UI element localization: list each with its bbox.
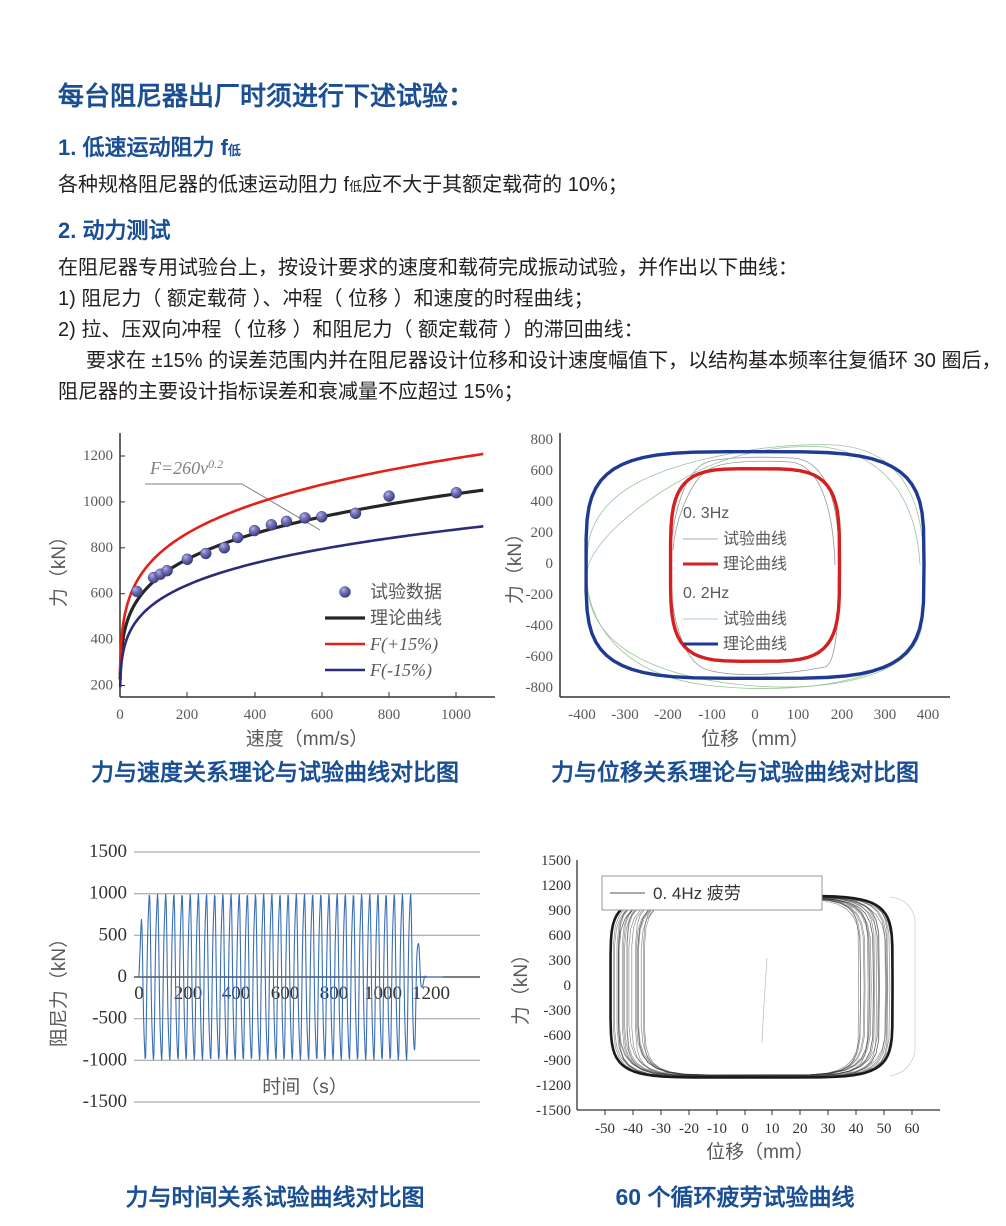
- svg-text:0. 2Hz: 0. 2Hz: [683, 585, 729, 602]
- svg-text:-100: -100: [698, 707, 726, 723]
- svg-text:800: 800: [91, 540, 114, 556]
- svg-text:-600: -600: [544, 1028, 572, 1044]
- svg-text:速度（mm/s）: 速度（mm/s）: [246, 728, 368, 750]
- svg-text:600: 600: [311, 707, 334, 723]
- svg-text:试验数据: 试验数据: [370, 582, 442, 602]
- svg-text:-1500: -1500: [536, 1103, 571, 1119]
- svg-text:-400: -400: [568, 707, 596, 723]
- svg-text:力（kN）: 力（kN）: [510, 945, 532, 1025]
- svg-text:1000: 1000: [89, 883, 127, 904]
- svg-text:200: 200: [176, 707, 199, 723]
- svg-text:0: 0: [134, 983, 144, 1004]
- svg-text:0. 3Hz: 0. 3Hz: [683, 505, 729, 522]
- svg-text:1000: 1000: [83, 494, 113, 510]
- svg-text:理论曲线: 理论曲线: [370, 608, 442, 628]
- svg-text:400: 400: [91, 632, 114, 648]
- svg-text:理论曲线: 理论曲线: [723, 555, 787, 573]
- svg-text:10: 10: [765, 1121, 780, 1137]
- svg-text:F(+15%): F(+15%): [369, 634, 438, 655]
- svg-text:-10: -10: [707, 1121, 727, 1137]
- svg-text:-300: -300: [611, 707, 639, 723]
- svg-text:时间（s）: 时间（s）: [262, 1076, 348, 1098]
- svg-text:0: 0: [546, 556, 554, 572]
- svg-text:300: 300: [549, 953, 572, 969]
- svg-text:试验曲线: 试验曲线: [723, 530, 787, 548]
- svg-text:800: 800: [378, 707, 401, 723]
- svg-text:600: 600: [91, 586, 114, 602]
- svg-text:1500: 1500: [541, 853, 571, 869]
- svg-text:0: 0: [116, 707, 124, 723]
- svg-text:40: 40: [849, 1121, 864, 1137]
- svg-text:1200: 1200: [412, 983, 450, 1004]
- svg-text:-30: -30: [651, 1121, 671, 1137]
- svg-text:-1200: -1200: [536, 1078, 571, 1094]
- svg-text:100: 100: [787, 707, 810, 723]
- svg-text:-300: -300: [544, 1003, 572, 1019]
- svg-text:200: 200: [91, 678, 114, 694]
- svg-text:-20: -20: [679, 1121, 699, 1137]
- svg-text:-200: -200: [526, 587, 554, 603]
- svg-text:-200: -200: [654, 707, 682, 723]
- svg-text:50: 50: [877, 1121, 892, 1137]
- svg-text:400: 400: [244, 707, 267, 723]
- svg-text:800: 800: [531, 432, 554, 448]
- svg-text:-600: -600: [526, 649, 554, 665]
- svg-text:-1000: -1000: [83, 1049, 127, 1070]
- svg-text:300: 300: [874, 707, 897, 723]
- svg-text:30: 30: [821, 1121, 836, 1137]
- svg-text:-500: -500: [92, 1008, 127, 1029]
- svg-text:F=260v0.2: F=260v0.2: [149, 457, 223, 478]
- svg-text:-800: -800: [526, 680, 554, 696]
- svg-text:F(-15%): F(-15%): [369, 660, 432, 681]
- svg-text:0: 0: [741, 1121, 749, 1137]
- svg-text:位移（mm）: 位移（mm）: [706, 1141, 814, 1163]
- svg-text:0: 0: [751, 707, 759, 723]
- svg-text:1000: 1000: [441, 707, 471, 723]
- svg-text:60: 60: [905, 1121, 920, 1137]
- svg-text:-400: -400: [526, 618, 554, 634]
- svg-text:1500: 1500: [89, 841, 127, 862]
- svg-text:位移（mm）: 位移（mm）: [701, 728, 809, 750]
- svg-text:-1500: -1500: [83, 1091, 127, 1112]
- svg-text:力（kN）: 力（kN）: [505, 524, 526, 604]
- svg-text:600: 600: [531, 463, 554, 479]
- svg-text:理论曲线: 理论曲线: [723, 635, 787, 653]
- svg-text:0: 0: [118, 966, 128, 987]
- svg-text:0. 4Hz 疲劳: 0. 4Hz 疲劳: [653, 884, 741, 903]
- svg-text:1200: 1200: [83, 448, 113, 464]
- svg-text:200: 200: [531, 525, 554, 541]
- svg-text:-40: -40: [623, 1121, 643, 1137]
- svg-text:400: 400: [531, 494, 554, 510]
- svg-text:600: 600: [549, 928, 572, 944]
- svg-text:1200: 1200: [541, 878, 571, 894]
- svg-text:-50: -50: [595, 1121, 615, 1137]
- svg-text:力（kN）: 力（kN）: [48, 527, 70, 607]
- svg-text:20: 20: [793, 1121, 808, 1137]
- svg-text:500: 500: [99, 924, 128, 945]
- svg-text:-900: -900: [544, 1053, 572, 1069]
- svg-text:试验曲线: 试验曲线: [723, 610, 787, 628]
- svg-text:0: 0: [564, 978, 572, 994]
- svg-text:200: 200: [831, 707, 854, 723]
- svg-text:400: 400: [917, 707, 940, 723]
- svg-text:阻尼力（kN）: 阻尼力（kN）: [48, 929, 70, 1047]
- svg-text:900: 900: [549, 903, 572, 919]
